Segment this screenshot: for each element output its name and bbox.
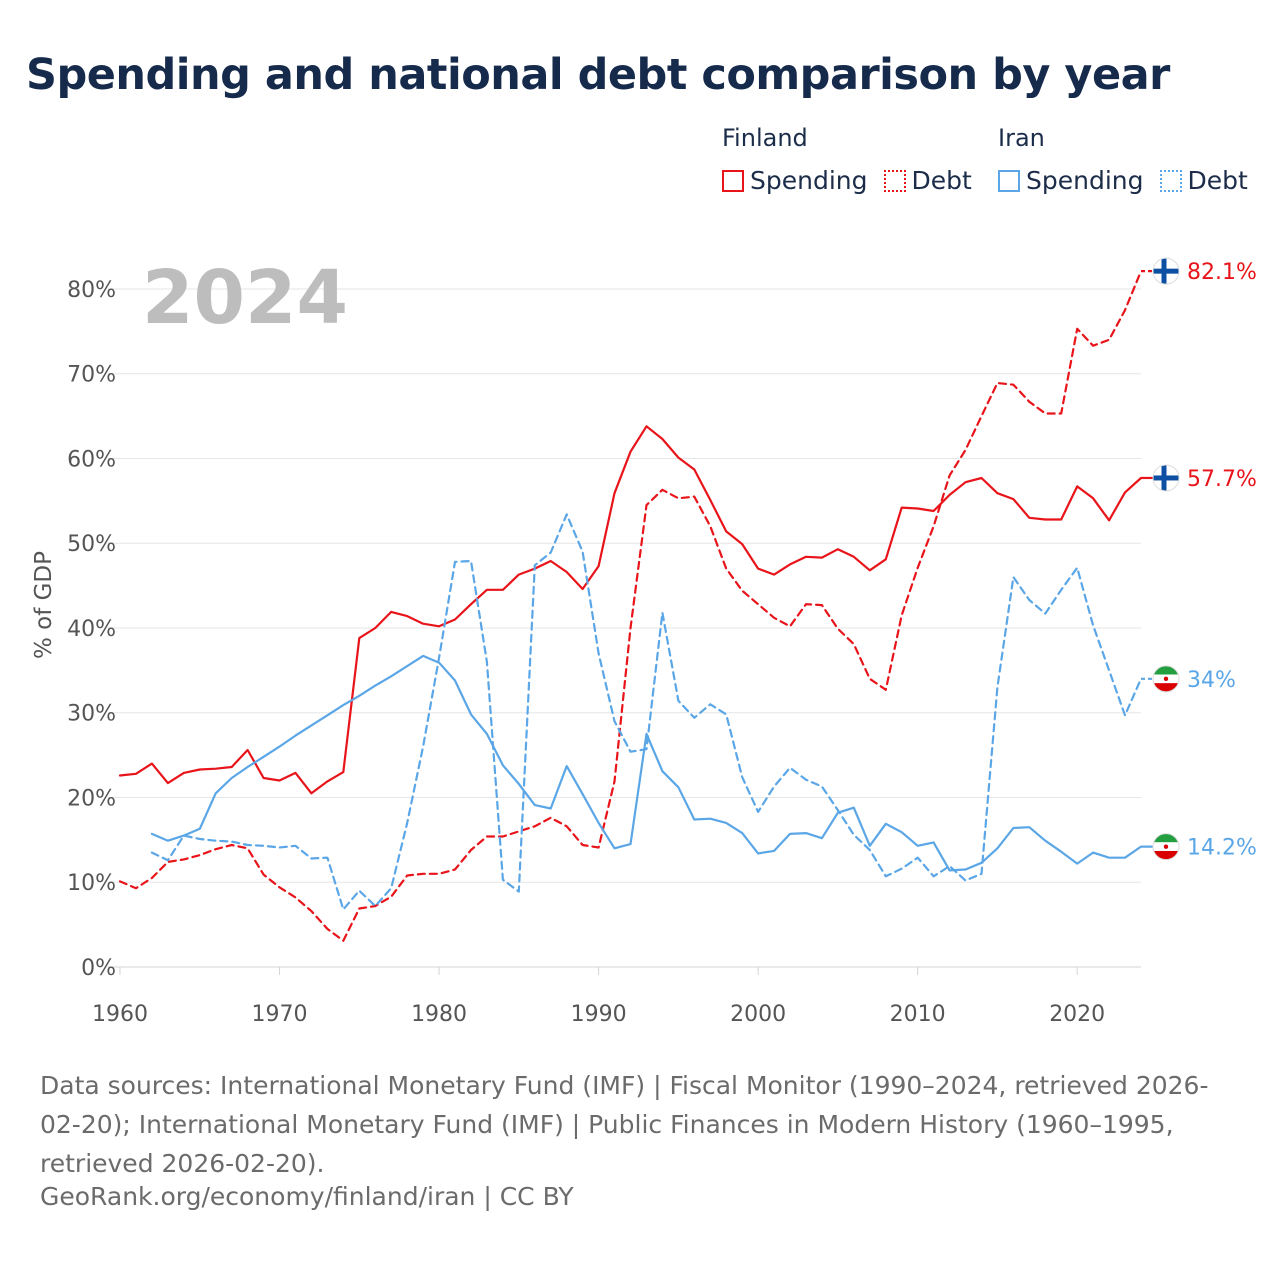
y-tick-label: 30%	[67, 702, 116, 727]
y-tick-label: 60%	[67, 447, 116, 472]
flag-iran-icon-2	[1152, 665, 1180, 693]
x-tick-label: 1970	[252, 1002, 308, 1027]
flag-finland-icon-0	[1152, 257, 1180, 285]
end-value-label: 82.1%	[1187, 260, 1257, 285]
x-tick-label: 1980	[411, 1002, 467, 1027]
x-tick-label: 1990	[571, 1002, 627, 1027]
y-tick-label: 80%	[67, 278, 116, 303]
end-value-label: 14.2%	[1187, 836, 1257, 861]
flag-iran-icon-3	[1152, 833, 1180, 861]
legend-label-iran-spending: Spending	[1026, 166, 1144, 195]
end-value-label: 57.7%	[1187, 467, 1257, 492]
y-tick-label: 10%	[67, 871, 116, 896]
series-line-finland-debt[interactable]	[118, 270, 1143, 942]
legend-item-iran-debt[interactable]: Debt	[1159, 166, 1248, 195]
y-tick-label: 0%	[81, 956, 116, 981]
legend-swatch-finland-debt	[883, 169, 906, 192]
x-tick-label: 2000	[730, 1002, 786, 1027]
credit-link[interactable]: GeoRank.org/economy/finland/iran | CC BY	[40, 1182, 574, 1211]
x-tick-label: 2020	[1049, 1002, 1105, 1027]
year-watermark: 2024	[142, 255, 348, 341]
legend-group-finland: Finland Spending Debt	[722, 124, 972, 195]
legend-label-iran-debt: Debt	[1187, 166, 1248, 195]
legend-label-finland-spending: Spending	[750, 166, 868, 195]
x-tick-label: 2010	[890, 1002, 946, 1027]
chart-title: Spending and national debt comparison by…	[26, 50, 1170, 100]
x-tick-label: 1960	[92, 1002, 148, 1027]
y-axis-title: % of GDP	[31, 551, 57, 659]
grid-lines	[108, 288, 1141, 975]
legend-swatch-finland-spending	[722, 169, 744, 192]
series-line-iran-debt[interactable]	[150, 513, 1143, 911]
y-tick-label: 70%	[67, 363, 116, 388]
y-tick-label: 50%	[67, 532, 116, 557]
legend-country-iran: Iran	[998, 124, 1045, 152]
legend-swatch-iran-debt	[1159, 169, 1182, 192]
axis-labels: 0% 10% 20% 30% 40% 50% 60% 70% 80% 1960 1970 1980 19…	[67, 278, 1105, 1027]
legend-group-iran: Iran Spending Debt	[998, 124, 1248, 195]
series-line-iran-spending[interactable]	[150, 654, 1143, 872]
y-tick-label: 40%	[67, 617, 116, 642]
end-labels: 82.1% 57.7% 34% 14.2%	[1141, 257, 1257, 861]
y-tick-label: 20%	[67, 786, 116, 811]
legend-label-finland-debt: Debt	[911, 166, 972, 195]
series-line-finland-spending[interactable]	[118, 425, 1143, 795]
data-source-note: Data sources: International Monetary Fun…	[40, 1071, 1209, 1178]
legend-item-finland-debt[interactable]: Debt	[883, 166, 972, 195]
line-chart: 0% 10% 20% 30% 40% 50% 60% 70% 80% 1960 1970 1980 19…	[31, 255, 1257, 1027]
end-value-label: 34%	[1187, 668, 1236, 693]
legend-item-iran-spending[interactable]: Spending	[998, 166, 1144, 195]
legend-item-finland-spending[interactable]: Spending	[722, 166, 868, 195]
series-lines	[118, 270, 1143, 942]
legend-country-finland: Finland	[722, 124, 808, 152]
flag-finland-icon-1	[1152, 464, 1180, 492]
legend-swatch-iran-spending	[998, 169, 1020, 192]
